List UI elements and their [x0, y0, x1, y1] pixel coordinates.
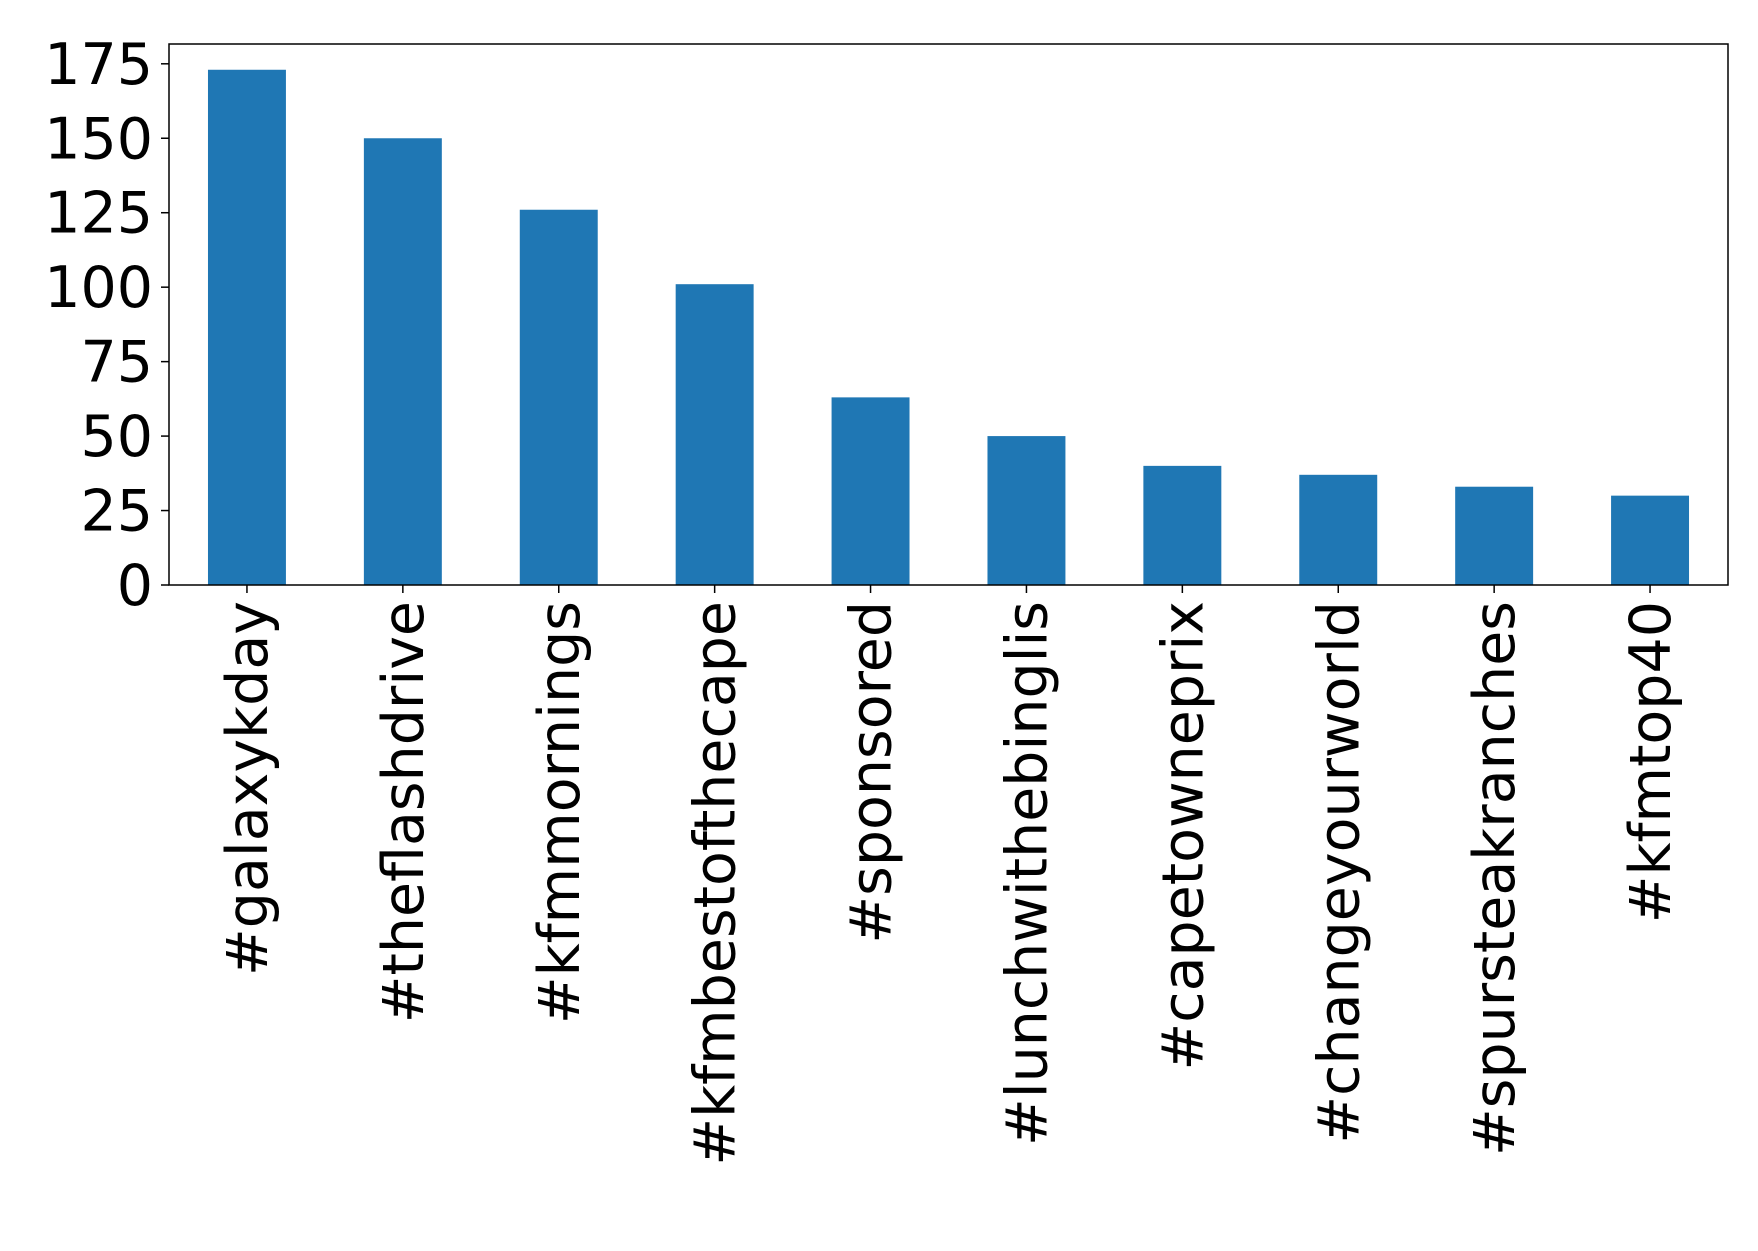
- bar: [1455, 486, 1534, 585]
- x-tick-label: #capetowneprix: [1150, 601, 1216, 1071]
- x-tick-label: #spursteakranches: [1462, 601, 1528, 1156]
- x-tick-label: #sponsored: [839, 601, 905, 944]
- bar: [675, 284, 754, 585]
- bar: [831, 397, 910, 585]
- y-tick-label: 150: [44, 106, 153, 172]
- x-tick-label: #kfmbestofthecape: [683, 601, 749, 1166]
- y-tick-label: 50: [80, 404, 153, 470]
- bar: [1299, 474, 1378, 585]
- y-tick-label: 125: [44, 181, 153, 247]
- bar: [207, 69, 286, 585]
- plot-frame: [168, 43, 1729, 586]
- y-tick-label: 100: [44, 255, 153, 321]
- bar: [519, 209, 598, 586]
- bar: [987, 436, 1066, 585]
- bar: [1611, 495, 1690, 585]
- x-tick-label: #kfmtop40: [1618, 601, 1684, 923]
- y-tick-label: 25: [80, 479, 153, 545]
- x-tick-label: #galaxykday: [215, 601, 281, 976]
- bar: [1143, 465, 1222, 585]
- y-tick-label: 0: [117, 553, 153, 619]
- x-tick-label: #theflashdrive: [371, 601, 437, 1023]
- x-tick-label: #lunchwithebinglis: [994, 601, 1060, 1146]
- y-tick-label: 75: [80, 330, 153, 396]
- y-tick-label: 175: [44, 32, 153, 98]
- x-tick-label: #changeyourworld: [1306, 601, 1372, 1144]
- bar: [363, 138, 442, 585]
- x-tick-label: #kfmmornings: [527, 601, 593, 1024]
